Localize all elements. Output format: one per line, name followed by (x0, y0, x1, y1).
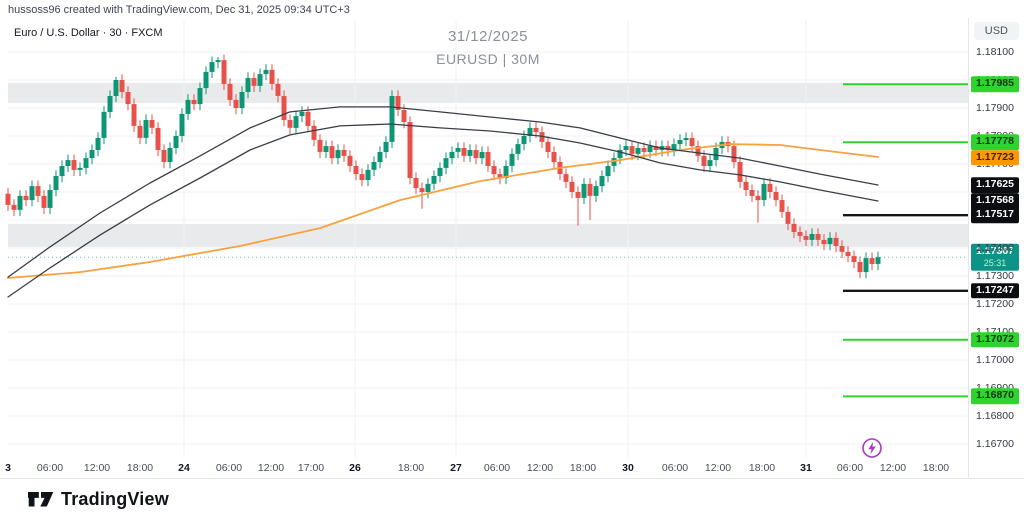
time-tick-label: 30 (622, 462, 634, 474)
price-tick-label: 1.17900 (976, 102, 1014, 114)
time-tick-label: 12:00 (257, 462, 285, 474)
time-axis-separator (0, 478, 1024, 479)
currency-toggle-button[interactable]: USD (973, 22, 1019, 40)
tradingview-logo-icon (28, 491, 54, 506)
time-tick-label: 18:00 (126, 462, 154, 474)
price-badge-1.17568: 1.17568 (971, 193, 1019, 209)
title-symbol: EURUSD | 30M (436, 51, 540, 67)
price-tick-label: 1.17400 (976, 242, 1014, 254)
price-badge-1.17985: 1.17985 (971, 76, 1019, 92)
time-tick-label: 31 (800, 462, 812, 474)
price-tick-label: 1.17200 (976, 298, 1014, 310)
time-tick-label: 12:00 (526, 462, 554, 474)
price-tick-label: 1.17300 (976, 270, 1014, 282)
current-price-value: 1.17367 (976, 245, 1014, 258)
price-badge-1.16870: 1.16870 (971, 388, 1019, 405)
price-axis[interactable]: 1.17367 25:31 1.181001.180001.179001.178… (968, 18, 1024, 478)
price-badge-1.17723: 1.17723 (971, 149, 1019, 166)
price-tick-label: 1.18100 (976, 46, 1014, 58)
time-axis[interactable]: 3 06:00 12:00 18:00 24 06:00 12:00 17:00 26 18:00… (0, 458, 968, 478)
bar-countdown: 25:31 (983, 257, 1007, 268)
time-tick-label: 06:00 (36, 462, 64, 474)
time-tick-label: 18:00 (922, 462, 950, 474)
time-tick-label: 18:00 (748, 462, 776, 474)
ma-dark-upper[interactable] (7, 106, 879, 278)
time-tick-label: 12:00 (704, 462, 732, 474)
time-tick-label: 06:00 (836, 462, 864, 474)
time-tick-label: 12:00 (83, 462, 111, 474)
price-tick-label: 1.16800 (976, 410, 1014, 422)
price-axis-separator (968, 18, 969, 478)
current-price-badge: 1.17367 25:31 (971, 244, 1019, 271)
tradingview-logo[interactable]: TradingView (28, 489, 169, 510)
time-tick-label: 24 (178, 462, 190, 474)
time-tick-label: 18:00 (569, 462, 597, 474)
ma-dark-lower[interactable] (7, 123, 879, 298)
price-badge-1.17625: 1.17625 (971, 177, 1019, 193)
time-tick-label: 18:00 (397, 462, 425, 474)
snapshot-watermark: hussoss96 created with TradingView.com, … (8, 4, 350, 16)
price-chart-canvas[interactable] (0, 0, 1024, 480)
time-tick-label: 06:00 (483, 462, 511, 474)
tradingview-logo-text: TradingView (61, 489, 169, 509)
time-tick-label: 12:00 (879, 462, 907, 474)
time-tick-label: 26 (349, 462, 361, 474)
time-tick-label: 06:00 (661, 462, 689, 474)
chart-title: 31/12/2025 EURUSD | 30M (288, 28, 688, 67)
time-tick-label: 17:00 (297, 462, 325, 474)
price-tick-label: 1.17000 (976, 354, 1014, 366)
price-badge-1.17778: 1.17778 (971, 134, 1019, 150)
price-badge-1.17247: 1.17247 (971, 283, 1019, 299)
price-badge-1.17072: 1.17072 (971, 332, 1019, 348)
price-tick-label: 1.16700 (976, 438, 1014, 450)
supply-demand-zone[interactable] (8, 223, 968, 247)
time-tick-label: 27 (450, 462, 462, 474)
time-tick-label: 06:00 (215, 462, 243, 474)
price-badge-1.17517: 1.17517 (971, 207, 1019, 224)
event-lightning-icon[interactable] (861, 437, 883, 459)
title-date: 31/12/2025 (447, 28, 529, 45)
symbol-legend[interactable]: Euro / U.S. Dollar · 30 · FXCM (14, 27, 163, 39)
time-tick-label: 3 (5, 462, 11, 474)
supply-demand-zone[interactable] (8, 82, 968, 103)
ma-orange[interactable] (7, 143, 879, 279)
